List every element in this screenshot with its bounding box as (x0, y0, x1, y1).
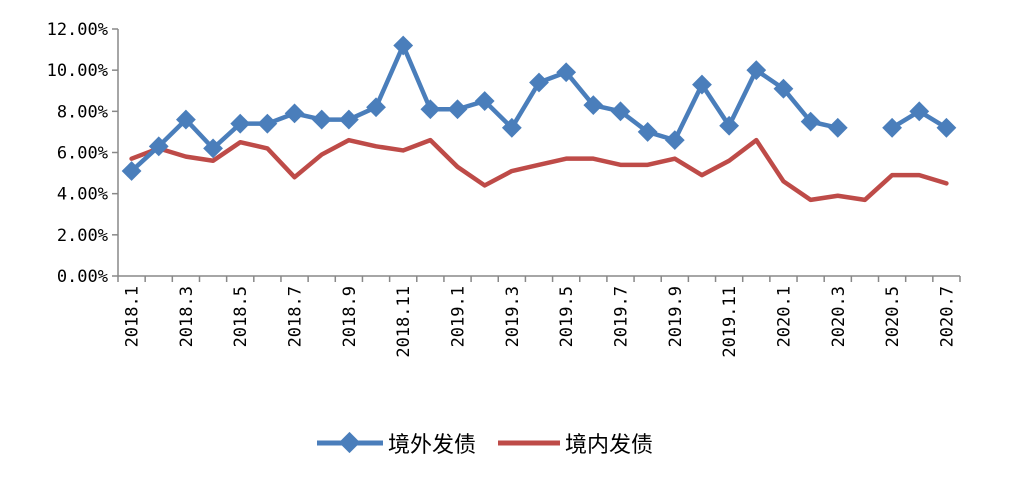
x-tick-label: 2020.1 (774, 286, 794, 347)
x-tick-label: 2018.9 (340, 286, 360, 347)
y-tick-label: 0.00% (57, 267, 108, 287)
series-layer (121, 35, 957, 203)
x-tick-label: 2019.9 (666, 286, 686, 347)
legend: 境外发债 境内发债 (317, 431, 653, 458)
data-point (909, 101, 930, 122)
series-1 (129, 137, 949, 203)
series-line-1 (129, 137, 949, 203)
legend-item-0: 境外发债 (317, 431, 476, 458)
data-point (664, 130, 685, 151)
legend-marker-0 (338, 431, 361, 454)
y-tick-label: 2.00% (57, 226, 108, 246)
data-point (338, 109, 359, 130)
y-axis-ticks: 0.00% 2.00% 4.00% 6.00% 8.00% 10.00% 12.00% (47, 20, 118, 287)
x-tick-label: 2018.11 (394, 286, 414, 358)
legend-label-1: 境内发债 (565, 433, 653, 458)
y-tick-label: 6.00% (57, 144, 108, 164)
data-point (447, 99, 468, 120)
y-tick-label: 8.00% (57, 102, 108, 122)
data-point (121, 161, 142, 181)
legend-item-1: 境内发债 (498, 433, 653, 458)
x-axis-ticks: 2018.1 2018.3 2018.5 2018.7 2018.9 2018.11 201… (117, 276, 961, 358)
x-tick-label: 2019.1 (449, 286, 469, 347)
x-tick-label: 2018.5 (231, 286, 251, 347)
data-point (176, 109, 196, 130)
data-point (284, 103, 305, 124)
data-point (936, 117, 957, 138)
data-point (311, 109, 332, 130)
x-tick-label: 2020.7 (937, 286, 957, 347)
data-point (230, 113, 251, 134)
data-point (257, 113, 278, 134)
x-tick-label: 2018.7 (286, 286, 306, 347)
x-tick-label: 2019.11 (720, 286, 740, 358)
data-point (827, 117, 848, 138)
data-point (529, 72, 549, 93)
data-point (474, 91, 495, 111)
data-point (882, 117, 902, 138)
data-point (148, 136, 169, 157)
data-point (203, 138, 223, 159)
axes (117, 29, 960, 277)
data-point (366, 97, 386, 118)
legend-label-0: 境外发债 (388, 433, 476, 458)
data-point (501, 117, 522, 138)
y-tick-label: 12.00% (47, 20, 108, 40)
x-tick-label: 2019.7 (611, 286, 631, 347)
x-tick-label: 2019.3 (503, 286, 523, 347)
y-tick-label: 4.00% (57, 185, 108, 205)
series-0 (121, 35, 957, 181)
x-tick-label: 2020.3 (829, 286, 849, 347)
y-tick-label: 10.00% (47, 61, 108, 81)
x-tick-label: 2018.3 (177, 286, 197, 347)
x-tick-label: 2018.1 (123, 286, 143, 347)
x-tick-label: 2020.5 (883, 286, 903, 347)
x-tick-label: 2019.5 (557, 286, 577, 347)
data-point (393, 35, 414, 56)
data-point (420, 99, 441, 120)
